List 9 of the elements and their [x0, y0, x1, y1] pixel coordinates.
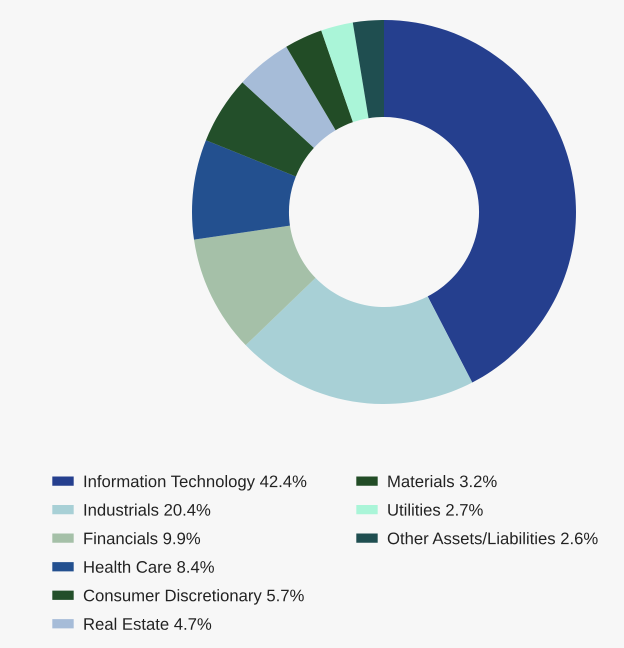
legend-label: Utilities 2.7% [388, 504, 483, 516]
legend-label: Other Assets/Liabilities 2.6% [388, 532, 598, 544]
legend-label: Industrials 20.4% [84, 504, 210, 516]
legend-label: Information Technology 42.4% [84, 475, 306, 491]
legend-label: Consumer Discretionary 5.7% [84, 589, 304, 605]
legend-label: Health Care 8.4% [84, 560, 214, 573]
legend-label: Real Estate 4.7% [84, 618, 212, 630]
legend-label: Materials 3.2% [388, 475, 497, 488]
legend-label: Financials 9.9% [84, 532, 200, 544]
